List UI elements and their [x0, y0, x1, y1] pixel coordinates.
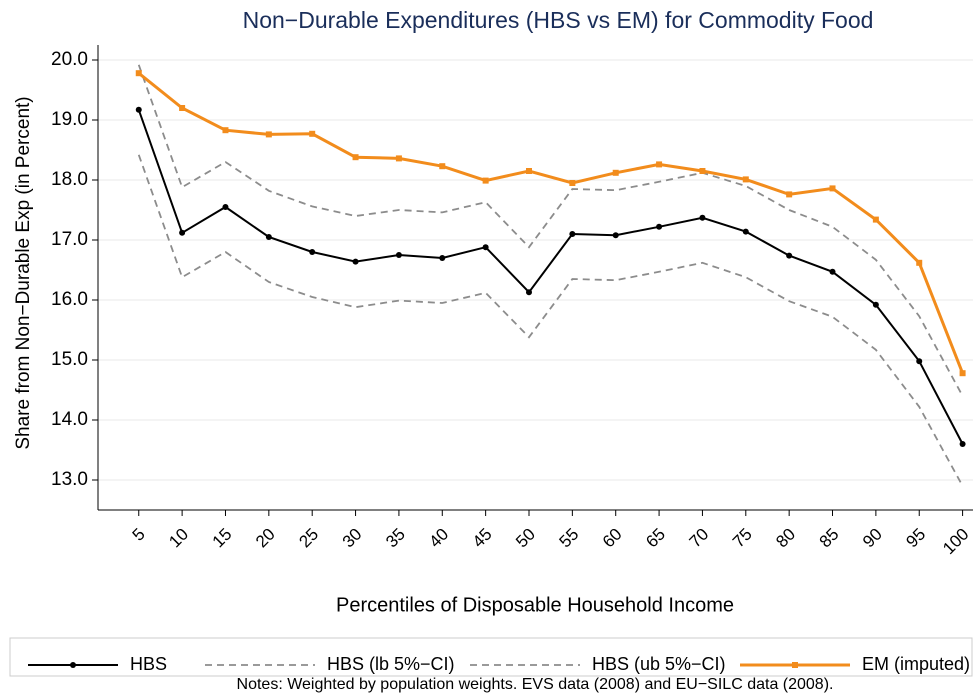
point	[959, 370, 966, 377]
series-line	[137, 64, 964, 397]
y-tick-label: 18.0	[51, 169, 88, 190]
series-line	[137, 154, 964, 487]
point	[395, 252, 402, 258]
y-tick-label: 16.0	[51, 289, 88, 310]
point	[569, 180, 576, 186]
point	[916, 358, 923, 365]
y-tick-label: 13.0	[51, 469, 88, 490]
point	[439, 255, 446, 261]
legend-label: HBS	[130, 654, 167, 674]
point	[656, 223, 663, 230]
point	[742, 228, 749, 235]
chart-title: Non−Durable Expenditures (HBS vs EM) for…	[243, 7, 874, 33]
point	[656, 161, 663, 168]
series-line	[137, 109, 964, 445]
legend-label: HBS (ub 5%−CI)	[592, 654, 726, 674]
point	[699, 214, 706, 221]
note: Notes: Weighted by population weights. E…	[237, 676, 834, 693]
point	[135, 70, 142, 77]
y-tick-label: 15.0	[51, 349, 88, 370]
point	[179, 105, 186, 111]
point	[265, 131, 272, 138]
point	[352, 258, 359, 265]
point	[309, 249, 316, 255]
point	[135, 106, 142, 113]
y-tick-label: 20.0	[51, 49, 88, 70]
legend-box	[9, 637, 973, 677]
point	[222, 127, 229, 134]
y-tick-label: 19.0	[51, 109, 88, 130]
legend-label: EM (imputed)	[862, 654, 970, 674]
point	[872, 216, 879, 223]
point	[699, 168, 706, 174]
point	[265, 234, 272, 240]
point	[916, 259, 923, 266]
point	[829, 268, 836, 275]
point	[482, 244, 489, 251]
x-axis-label: Percentiles of Disposable Household Inco…	[336, 594, 734, 616]
point	[525, 289, 532, 296]
y-tick-label: 14.0	[51, 409, 88, 430]
point	[959, 441, 966, 447]
point	[352, 154, 359, 161]
point	[439, 163, 446, 170]
point	[395, 155, 402, 162]
point	[829, 185, 836, 192]
legend-label: HBS (lb 5%−CI)	[327, 654, 455, 674]
point	[786, 252, 793, 259]
point	[612, 232, 619, 239]
point	[482, 177, 489, 184]
point	[872, 301, 879, 308]
point	[786, 191, 793, 198]
point	[222, 204, 229, 210]
point	[525, 168, 532, 174]
point	[742, 176, 749, 183]
y-axis-label: Share from Non−Durable Exp (in Percent)	[13, 96, 34, 449]
point	[179, 229, 186, 236]
series-line	[137, 72, 964, 374]
legend-marker	[792, 662, 798, 668]
y-tick-label: 17.0	[51, 229, 88, 250]
point	[612, 169, 619, 176]
point	[309, 130, 316, 137]
legend-marker	[70, 662, 76, 668]
point	[569, 231, 576, 237]
